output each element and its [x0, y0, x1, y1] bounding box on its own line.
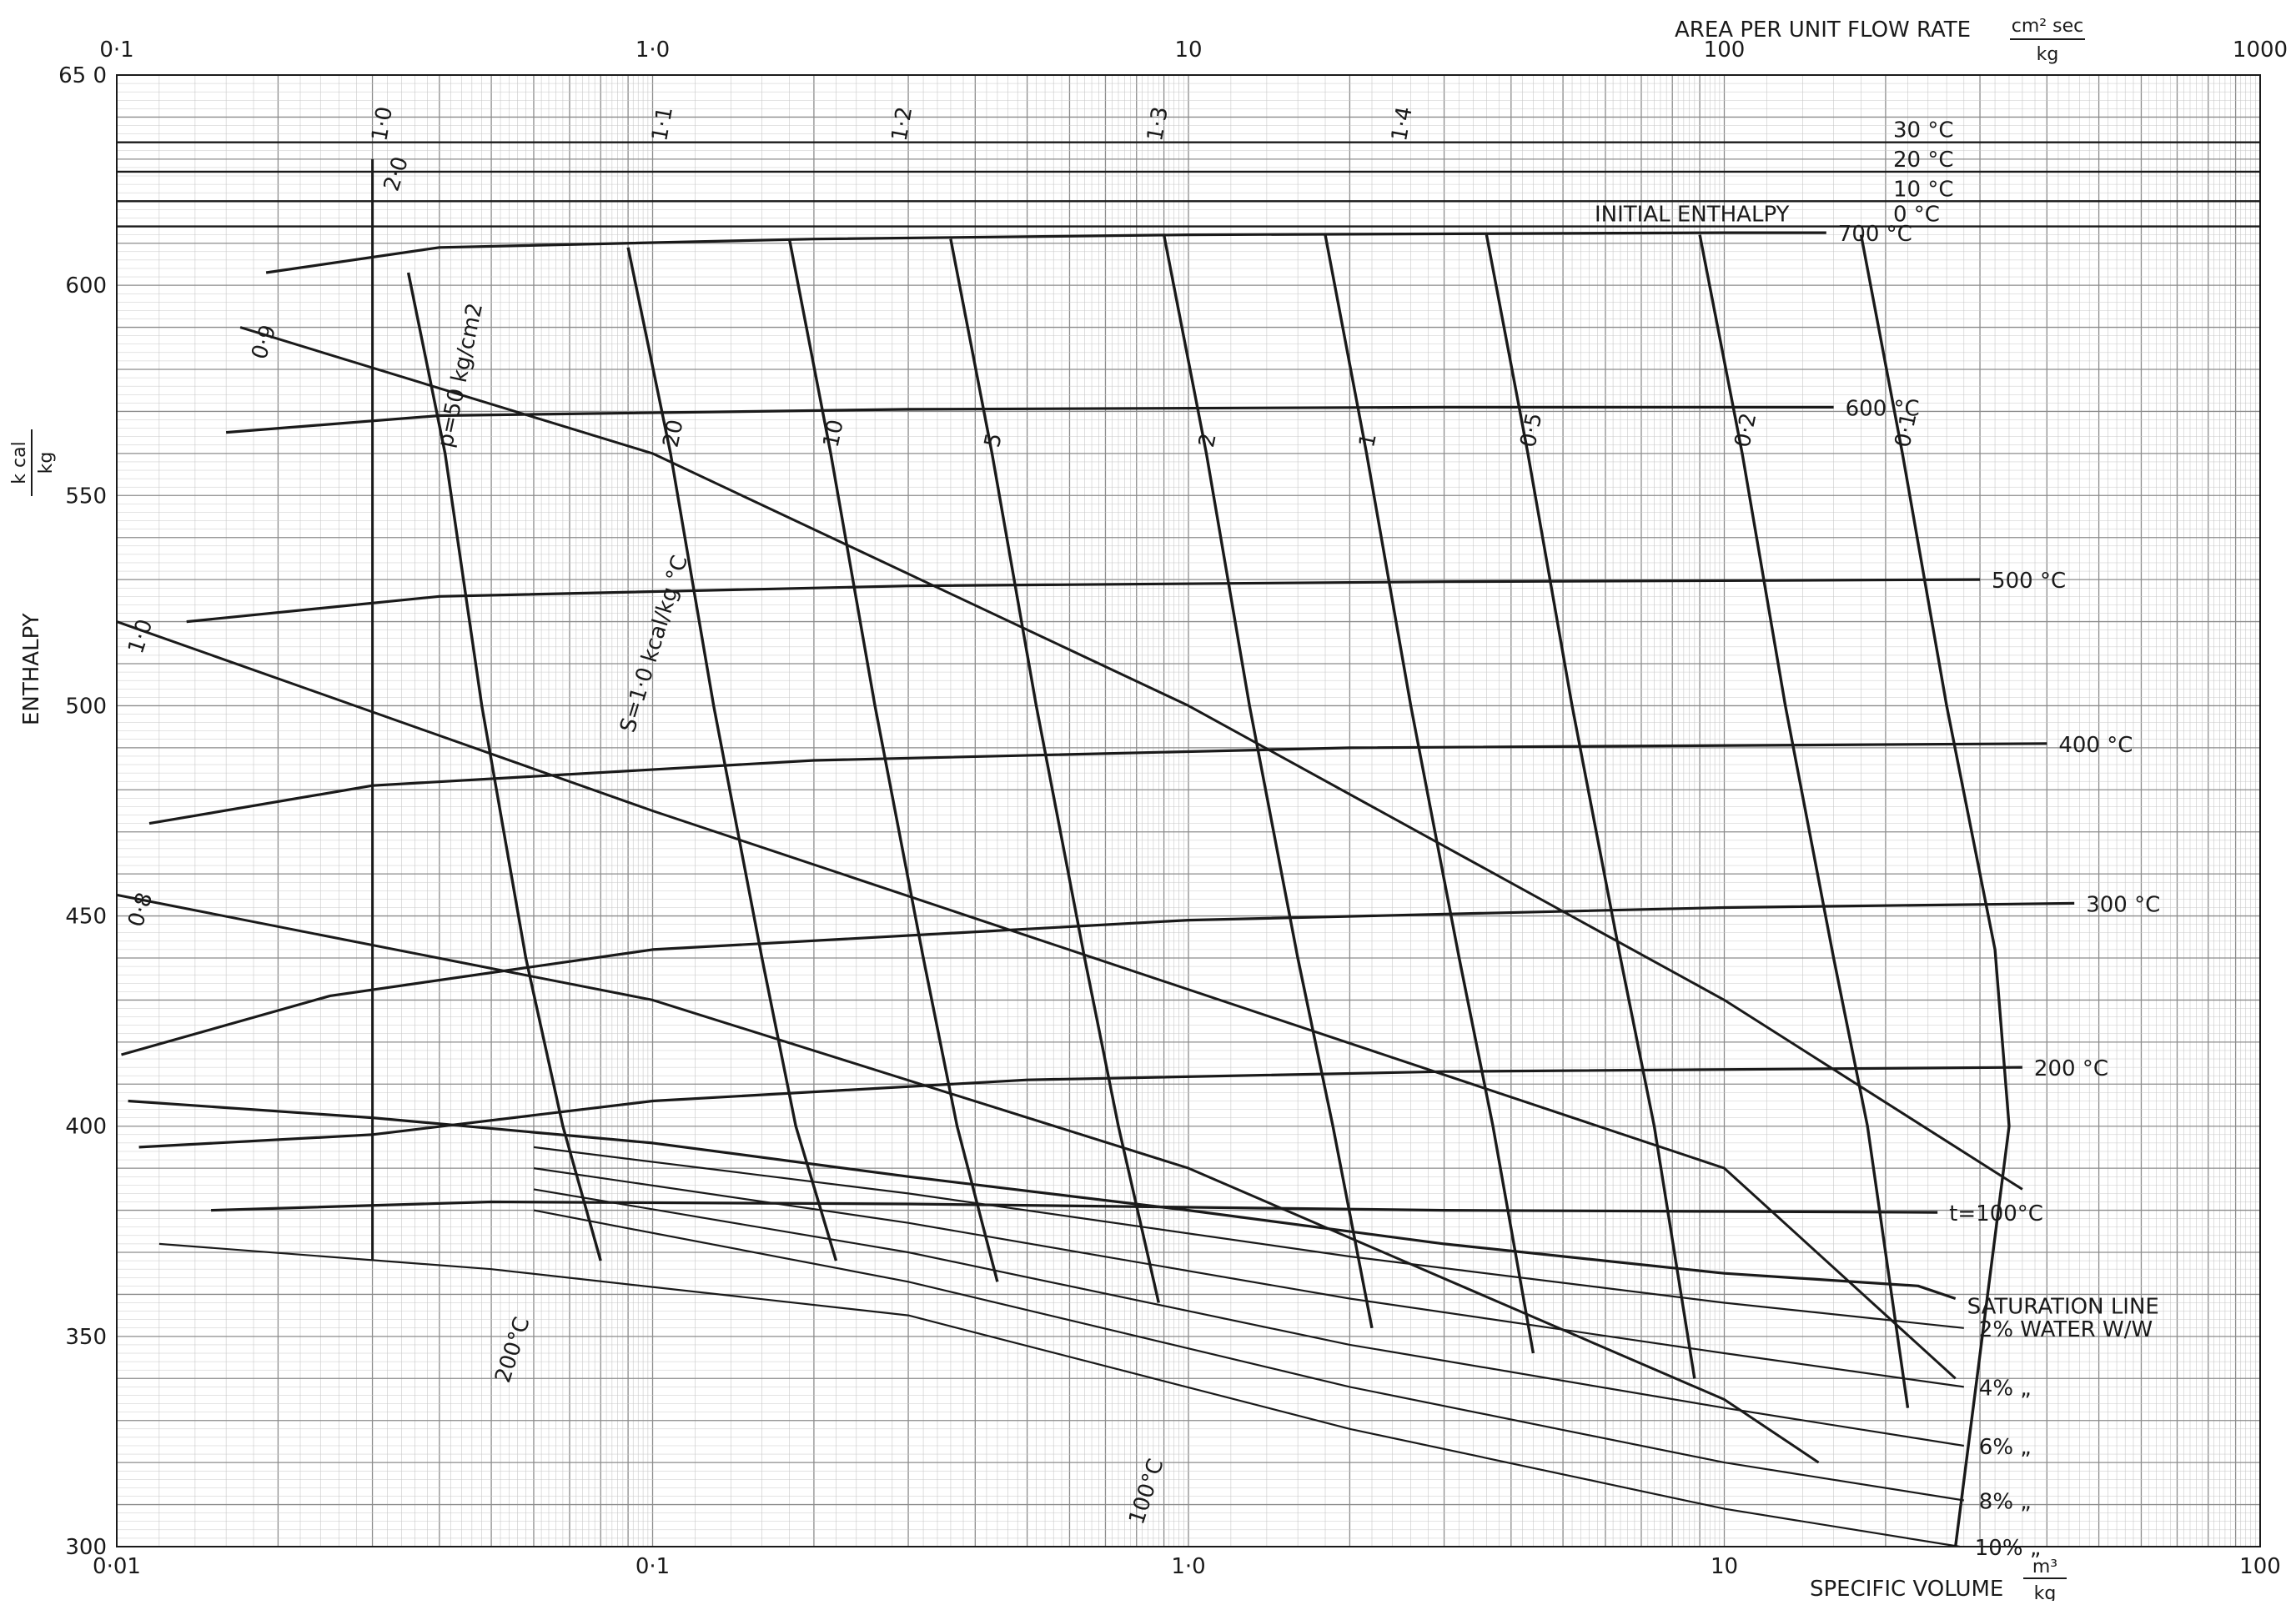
left-tick-label: 400	[65, 1115, 107, 1140]
wetness-label: 8% „	[1979, 1490, 2032, 1515]
wetness-label: 10% „	[1975, 1536, 2042, 1561]
top-curve-label: 1·3	[1143, 105, 1173, 143]
left-tick-label: 65 0	[58, 63, 107, 88]
bottom-tick-label: 0·01	[93, 1554, 141, 1579]
isotherm-200-inline-label: 200°C	[490, 1314, 535, 1386]
isotherm-label: 400 °C	[2058, 733, 2133, 758]
isobar-label: 5	[980, 431, 1007, 449]
left-axis-unit-den: kg	[36, 452, 57, 474]
wetness-curve	[533, 1209, 1964, 1502]
isobar-curve	[1859, 234, 2011, 1547]
bottom-axis-label: SPECIFIC VOLUME	[1810, 1577, 2003, 1601]
curve-labels: 30 °C 20 °C 10 °C0 °C INITIAL ENTHALPY 700 °…	[123, 105, 2160, 1561]
tick-labels: 0·01 0·1 1·0 10 100 0·1 1·0 10 100 1000 300 350 400 4…	[58, 38, 2288, 1579]
left-tick-label: 300	[65, 1535, 107, 1560]
isotherm-curve	[211, 1200, 1938, 1214]
isotherm-label: 600 °C	[1846, 396, 1920, 421]
top-curve-label: 1·4	[1387, 105, 1418, 143]
bottom-tick-label: 100	[2239, 1554, 2281, 1579]
isotherm-curve	[265, 231, 1826, 274]
bottom-tick-label: 10	[1711, 1554, 1738, 1579]
initial-enthalpy-label: INITIAL ENTHALPY	[1595, 203, 1790, 228]
isentrope-label: 2·0	[379, 153, 414, 194]
left-axis-label: ENTHALPY	[19, 613, 44, 725]
initial-enthalpy-temp-label: 0 °C	[1893, 203, 1940, 228]
isobar-label: p=50 kg/cm2	[433, 301, 488, 450]
initial-enthalpy-temp-label: 30 °C	[1893, 118, 1954, 143]
left-tick-label: 450	[65, 905, 107, 930]
saturation-label: SATURATION LINE	[1967, 1294, 2159, 1319]
isotherm-curve	[121, 901, 2075, 1056]
left-tick-label: 350	[65, 1325, 107, 1350]
isentrope-label: 0·8	[123, 890, 158, 930]
isotherm-label: 200 °C	[2034, 1056, 2108, 1081]
isotherm-label: 700 °C	[1838, 222, 1912, 247]
left-tick-label: 550	[65, 484, 107, 509]
bottom-axis-title: SPECIFIC VOLUME m³ kg	[1810, 1557, 2067, 1604]
bottom-tick-label: 1·0	[1171, 1554, 1205, 1579]
wetness-curve	[158, 1242, 1960, 1548]
isotherm-curve	[138, 1066, 2022, 1149]
isotherm-100-inline-label: 100°C	[1124, 1456, 1168, 1527]
isobar-curve	[787, 238, 999, 1282]
isotherm-label: t=100°C	[1949, 1201, 2043, 1226]
left-tick-label: 500	[65, 694, 107, 719]
plot-border	[116, 74, 2261, 1547]
top-tick-label: 1000	[2233, 38, 2288, 63]
top-curve-label: 1·2	[887, 105, 918, 143]
bottom-tick-label: 0·1	[636, 1554, 670, 1579]
top-axis-unit-den: kg	[2037, 44, 2059, 65]
isobar-label: 2	[1194, 431, 1222, 449]
isobar-curve	[949, 238, 1160, 1303]
top-axis-title: AREA PER UNIT FLOW RATE cm² sec kg	[1675, 16, 2085, 65]
wetness-curve	[533, 1188, 1964, 1447]
isentrope-curve	[116, 620, 1957, 1380]
top-axis-label: AREA PER UNIT FLOW RATE	[1675, 18, 1971, 43]
initial-enthalpy-temp-label: 10 °C	[1893, 177, 1954, 202]
top-axis-unit-num: cm² sec	[2012, 16, 2083, 37]
top-tick-label: 10	[1174, 38, 1202, 63]
isobar-label: 20	[658, 418, 688, 450]
isobar-curve	[1698, 234, 1910, 1408]
left-axis-title: ENTHALPY	[19, 613, 44, 725]
plot-frame	[116, 74, 2261, 1547]
isobar-curve	[1162, 234, 1374, 1329]
left-axis-unit: k cal kg	[9, 429, 57, 496]
top-curve-label: 1·0	[367, 105, 398, 143]
isentrope-curve	[116, 893, 1820, 1464]
top-curve-label: 1·1	[647, 105, 678, 143]
top-tick-label: 100	[1704, 38, 1746, 63]
top-tick-label: 1·0	[636, 38, 670, 63]
wetness-label: 2% WATER W/W	[1979, 1317, 2153, 1342]
isotherm-curve	[148, 742, 2047, 825]
isotherm-curve	[186, 578, 1981, 624]
wetness-label: 6% „	[1979, 1435, 2032, 1460]
isotherm-label: 300 °C	[2086, 892, 2160, 917]
bottom-axis-unit-den: kg	[2034, 1583, 2057, 1601]
isotherm-label: 500 °C	[1992, 569, 2066, 594]
curve-layer	[116, 141, 2260, 1548]
isobar-curve	[406, 272, 602, 1261]
wetness-curve	[533, 1146, 1964, 1329]
initial-enthalpy-temp-label: 20 °C	[1893, 148, 1954, 173]
isobar-curve	[626, 247, 838, 1261]
wetness-curve	[533, 1167, 1964, 1388]
saturation-curve	[128, 1099, 1957, 1301]
isobar-curve	[1485, 234, 1696, 1379]
wetness-label: 4% „	[1979, 1376, 2032, 1401]
isobar-label: 10	[819, 418, 849, 450]
isentrope-label: 0·9	[247, 322, 281, 363]
left-tick-label: 600	[65, 273, 107, 298]
isentrope-label: 1·0	[123, 616, 158, 657]
isobar-curve	[1324, 234, 1535, 1354]
bottom-axis-unit-num: m³	[2032, 1557, 2057, 1577]
isentrope-curve	[239, 326, 2023, 1191]
top-tick-label: 0·1	[99, 38, 133, 63]
left-axis-unit-num: k cal	[9, 441, 30, 484]
isotherm-curve	[225, 405, 1834, 434]
isobar-label: 1	[1354, 431, 1382, 449]
